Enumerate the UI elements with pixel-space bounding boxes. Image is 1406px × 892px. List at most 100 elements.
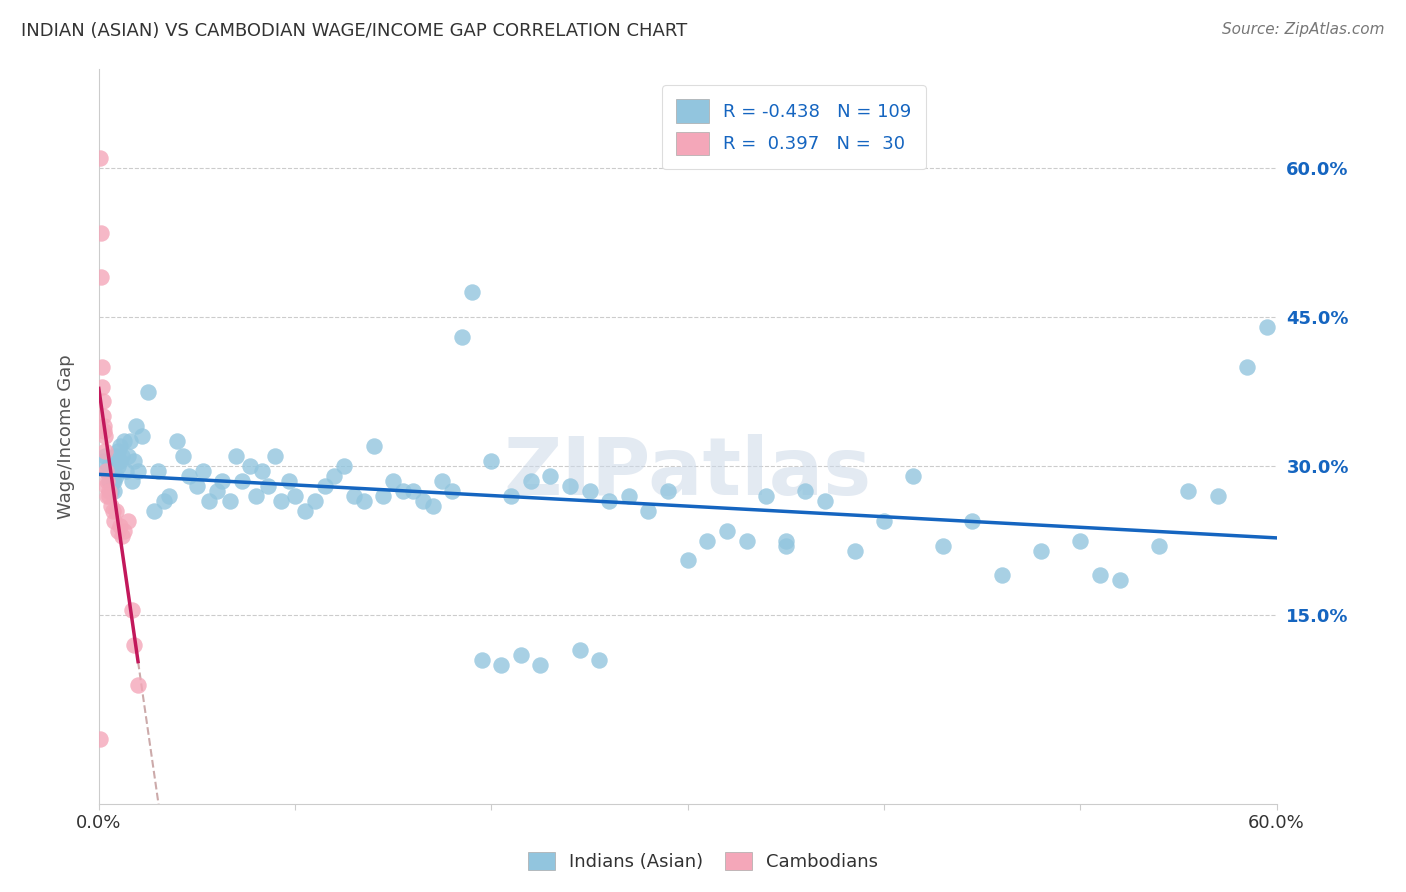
Point: [105, 469, 128, 483]
Point: [94, 464, 117, 478]
Point: [637, 504, 659, 518]
Point: [250, 464, 273, 478]
Point: [264, 449, 287, 463]
Point: [117, 449, 139, 463]
Y-axis label: Wage/Income Gap: Wage/Income Gap: [58, 354, 75, 518]
Point: [932, 539, 955, 553]
Point: [304, 493, 326, 508]
Point: [676, 553, 699, 567]
Point: [93, 419, 115, 434]
Point: [402, 483, 425, 498]
Point: [373, 489, 395, 503]
Point: [422, 499, 444, 513]
Point: [97, 483, 120, 498]
Point: [270, 493, 292, 508]
Point: [1206, 489, 1229, 503]
Legend: Indians (Asian), Cambodians: Indians (Asian), Cambodians: [520, 845, 886, 879]
Point: [100, 464, 122, 478]
Point: [90, 226, 112, 240]
Point: [103, 474, 125, 488]
Point: [363, 439, 385, 453]
Point: [91, 394, 114, 409]
Point: [166, 434, 188, 449]
Point: [121, 474, 143, 488]
Point: [499, 489, 522, 503]
Point: [97, 474, 120, 488]
Point: [903, 469, 925, 483]
Point: [538, 469, 561, 483]
Point: [121, 603, 143, 617]
Point: [461, 285, 484, 300]
Point: [100, 483, 122, 498]
Point: [131, 429, 153, 443]
Point: [873, 514, 896, 528]
Point: [1177, 483, 1199, 498]
Point: [97, 489, 120, 503]
Point: [294, 504, 316, 518]
Point: [1256, 320, 1278, 334]
Point: [90, 359, 112, 374]
Point: [245, 489, 267, 503]
Point: [186, 479, 208, 493]
Point: [159, 489, 181, 503]
Point: [333, 458, 356, 473]
Point: [509, 648, 531, 662]
Point: [353, 493, 375, 508]
Point: [172, 449, 194, 463]
Point: [529, 657, 551, 672]
Point: [343, 489, 366, 503]
Point: [191, 464, 214, 478]
Point: [962, 514, 984, 528]
Point: [432, 474, 454, 488]
Point: [588, 653, 610, 667]
Point: [103, 514, 125, 528]
Point: [142, 504, 165, 518]
Point: [568, 643, 591, 657]
Point: [239, 458, 262, 473]
Point: [96, 474, 118, 488]
Point: [775, 539, 797, 553]
Point: [578, 483, 600, 498]
Point: [479, 454, 502, 468]
Text: INDIAN (ASIAN) VS CAMBODIAN WAGE/INCOME GAP CORRELATION CHART: INDIAN (ASIAN) VS CAMBODIAN WAGE/INCOME …: [21, 22, 688, 40]
Point: [127, 678, 149, 692]
Point: [412, 493, 434, 508]
Point: [991, 568, 1014, 582]
Point: [90, 379, 112, 393]
Point: [696, 533, 718, 548]
Point: [219, 493, 242, 508]
Point: [755, 489, 778, 503]
Point: [256, 479, 278, 493]
Point: [96, 464, 118, 478]
Point: [1069, 533, 1091, 548]
Point: [93, 425, 115, 439]
Point: [617, 489, 640, 503]
Point: [122, 638, 145, 652]
Point: [94, 479, 117, 493]
Point: [657, 483, 679, 498]
Point: [146, 464, 169, 478]
Point: [125, 419, 148, 434]
Point: [844, 543, 866, 558]
Point: [110, 454, 132, 468]
Legend: R = -0.438   N = 109, R =  0.397   N =  30: R = -0.438 N = 109, R = 0.397 N = 30: [662, 85, 927, 169]
Point: [598, 493, 620, 508]
Point: [775, 533, 797, 548]
Point: [152, 493, 174, 508]
Point: [112, 524, 135, 538]
Point: [107, 444, 129, 458]
Point: [100, 499, 122, 513]
Point: [1108, 574, 1130, 588]
Point: [231, 474, 253, 488]
Point: [91, 409, 114, 424]
Point: [177, 469, 200, 483]
Point: [1029, 543, 1052, 558]
Point: [107, 458, 129, 473]
Point: [91, 454, 114, 468]
Point: [96, 489, 118, 503]
Point: [558, 479, 581, 493]
Point: [735, 533, 758, 548]
Point: [93, 444, 115, 458]
Point: [97, 458, 120, 473]
Point: [120, 434, 142, 449]
